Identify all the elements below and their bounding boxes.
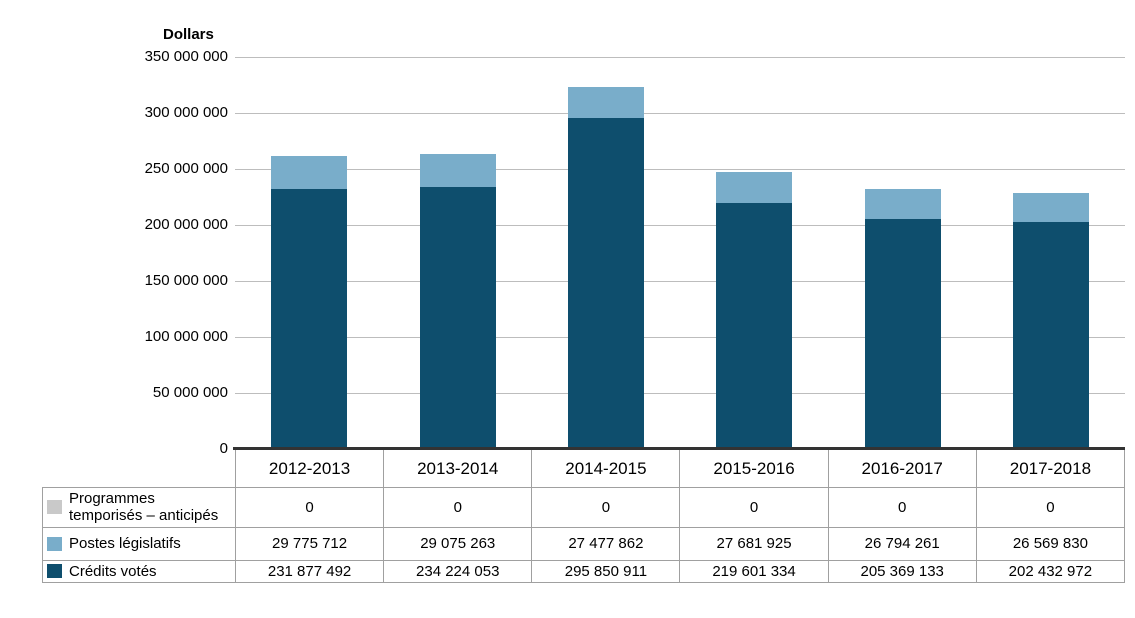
y-tick-label: 150 000 000 <box>144 272 228 289</box>
table-row-programmes-temporise-s-anticipe-s: Programmes temporisés – anticipés 0 0 0 0 0 0 <box>42 487 1126 528</box>
y-tick-label: 300 000 000 <box>144 104 228 121</box>
value-cell: 202 432 972 <box>975 559 1126 583</box>
series-label-cell: Crédits votés <box>42 559 236 583</box>
legend-swatch-cre-dits-vote-s <box>47 564 62 579</box>
value-cell: 0 <box>975 487 1126 528</box>
year-header-cell: 2012-2013 <box>234 449 385 488</box>
value-cell: 0 <box>827 487 977 528</box>
bar-segment-postes-le-gislatifs-2014-2015 <box>567 86 644 118</box>
value-cell: 26 569 830 <box>975 526 1126 561</box>
value-cell: 234 224 053 <box>383 559 533 583</box>
series-label-text: Postes législatifs <box>69 534 181 552</box>
bar-segment-postes-le-gislatifs-2015-2016 <box>716 172 793 204</box>
value-cell: 26 794 261 <box>827 526 977 561</box>
bar-segment-postes-le-gislatifs-2016-2017 <box>864 189 941 219</box>
value-cell: 231 877 492 <box>234 559 385 583</box>
table-header-row: 2012-2013 2013-2014 2014-2015 2015-2016 2016… <box>43 449 1126 488</box>
value-cell: 0 <box>531 487 681 528</box>
bar-segment-postes-le-gislatifs-2012-2013 <box>271 155 348 190</box>
value-cell: 27 681 925 <box>679 526 829 561</box>
gridline <box>235 393 1125 394</box>
value-cell: 219 601 334 <box>679 559 829 583</box>
year-header-cell: 2016-2017 <box>827 449 977 488</box>
value-cell: 0 <box>383 487 533 528</box>
plot-area <box>235 57 1125 449</box>
year-header-cell: 2013-2014 <box>383 449 533 488</box>
y-tick-label: 250 000 000 <box>144 160 228 177</box>
gridline <box>235 337 1125 338</box>
table-row-cre-dits-vote-s: Crédits votés 231 877 492 234 224 053 295 8… <box>42 559 1126 583</box>
value-cell: 29 775 712 <box>234 526 385 561</box>
value-cell: 0 <box>234 487 385 528</box>
bar-segment-postes-le-gislatifs-2013-2014 <box>419 154 496 187</box>
value-cell: 0 <box>679 487 829 528</box>
value-cell: 27 477 862 <box>531 526 681 561</box>
gridline <box>235 225 1125 226</box>
data-table: 2012-2013 2013-2014 2014-2015 2015-2016 2016… <box>42 449 1126 583</box>
table-row-postes-le-gislatifs: Postes législatifs 29 775 712 29 075 263 27… <box>42 526 1126 561</box>
y-axis-title: Dollars <box>163 26 214 43</box>
legend-swatch-programmes-temporise-s-anticipe-s <box>47 500 62 515</box>
bar-segment-cre-dits-vote-s-2012-2013 <box>271 189 348 449</box>
bar-segment-cre-dits-vote-s-2015-2016 <box>716 203 793 449</box>
y-tick-label: 0 <box>219 440 228 457</box>
year-header-cell: 2015-2016 <box>679 449 829 488</box>
y-tick-label: 350 000 000 <box>144 48 228 65</box>
year-header-cell: 2014-2015 <box>531 449 681 488</box>
gridline <box>235 57 1125 58</box>
value-cell: 205 369 133 <box>827 559 977 583</box>
series-label-cell: Programmes temporisés – anticipés <box>42 487 236 528</box>
bar-segment-cre-dits-vote-s-2016-2017 <box>864 219 941 449</box>
gridline <box>235 281 1125 282</box>
legend-swatch-postes-le-gislatifs <box>47 536 62 551</box>
value-cell: 295 850 911 <box>531 559 681 583</box>
gridline <box>235 113 1125 114</box>
y-tick-label: 50 000 000 <box>152 384 228 401</box>
data-table-wrapper: 2012-2013 2013-2014 2014-2015 2015-2016 2016… <box>42 449 1126 583</box>
bar-segment-postes-le-gislatifs-2017-2018 <box>1012 192 1089 223</box>
year-header-cell: 2017-2018 <box>975 449 1126 488</box>
series-label-text: Programmes temporisés – anticipés <box>69 490 219 525</box>
gridline <box>235 169 1125 170</box>
series-label-cell: Postes législatifs <box>42 526 236 561</box>
value-cell: 29 075 263 <box>383 526 533 561</box>
y-tick-label: 100 000 000 <box>144 328 228 345</box>
bar-segment-cre-dits-vote-s-2014-2015 <box>567 117 644 449</box>
y-tick-label: 200 000 000 <box>144 216 228 233</box>
x-axis-line <box>233 447 1125 450</box>
table-corner-cell <box>43 450 236 488</box>
bar-segment-cre-dits-vote-s-2013-2014 <box>419 186 496 449</box>
y-axis-tick-labels: 350 000 000 300 000 000 250 000 000 200 000… <box>0 48 228 457</box>
bar-segment-cre-dits-vote-s-2017-2018 <box>1012 222 1089 449</box>
series-label-text: Crédits votés <box>69 562 157 580</box>
